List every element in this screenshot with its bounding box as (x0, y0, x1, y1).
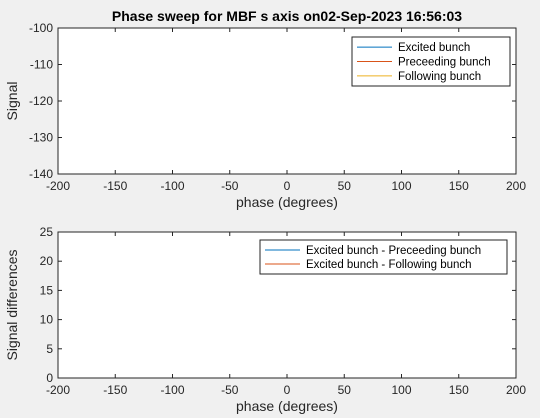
legend-entry-label: Excited bunch (398, 42, 470, 54)
x-tick-label: 200 (506, 179, 526, 193)
x-tick-label: 150 (449, 383, 469, 397)
y-tick-label: 25 (40, 225, 54, 239)
y-tick-label: -100 (29, 21, 53, 35)
x-tick-label: 200 (506, 383, 526, 397)
legend: Excited bunch Preceeding bunch Following b… (351, 36, 511, 87)
x-tick-label: -100 (160, 179, 184, 193)
x-tick-label: 100 (391, 383, 411, 397)
x-tick-label: -150 (103, 383, 127, 397)
y-tick-label: 0 (46, 371, 53, 385)
x-axis-label: phase (degrees) (236, 194, 338, 210)
legend-entry-label: Following bunch (398, 71, 481, 83)
chart-title: Phase sweep for MBF s axis on02-Sep-2023… (112, 8, 462, 24)
y-tick-label: 20 (40, 254, 54, 268)
y-tick-label: 15 (40, 283, 54, 297)
legend-entry-label: Excited bunch - Following bunch (306, 259, 472, 271)
x-tick-label: -200 (46, 383, 70, 397)
legend: Excited bunch - Preceeding bunch Excited … (259, 239, 508, 275)
x-tick-label: 150 (449, 179, 469, 193)
bottom-axes: -200 -150 -100 -50 0 50 100 150 200 0 5 10 15 20 25 pha… (4, 225, 526, 414)
y-tick-label: 5 (46, 342, 53, 356)
y-tick-label: -120 (29, 94, 53, 108)
x-tick-label: 0 (284, 179, 291, 193)
y-tick-label: -140 (29, 167, 53, 181)
x-tick-label: 100 (391, 179, 411, 193)
x-tick-label: -200 (46, 179, 70, 193)
y-tick-label: 10 (40, 313, 54, 327)
x-tick-label: -100 (160, 383, 184, 397)
x-tick-label: 50 (338, 383, 352, 397)
x-tick-label: -50 (221, 179, 239, 193)
x-tick-label: -50 (221, 383, 239, 397)
x-axis-label: phase (degrees) (236, 398, 338, 414)
legend-box (259, 239, 508, 275)
top-axes: -200 -150 -100 -50 0 50 100 150 200 -140 -130 -120 -… (4, 8, 526, 210)
legend-entry-label: Preceeding bunch (398, 57, 491, 69)
y-tick-label: -110 (30, 58, 53, 72)
x-tick-label: 50 (338, 179, 352, 193)
x-tick-label: 0 (284, 383, 291, 397)
legend-entry-label: Excited bunch - Preceeding bunch (306, 245, 481, 257)
y-tick-label: -130 (29, 131, 53, 145)
x-tick-label: -150 (103, 179, 127, 193)
y-axis-label: Signal differences (4, 249, 20, 360)
y-axis-label: Signal (4, 82, 20, 121)
